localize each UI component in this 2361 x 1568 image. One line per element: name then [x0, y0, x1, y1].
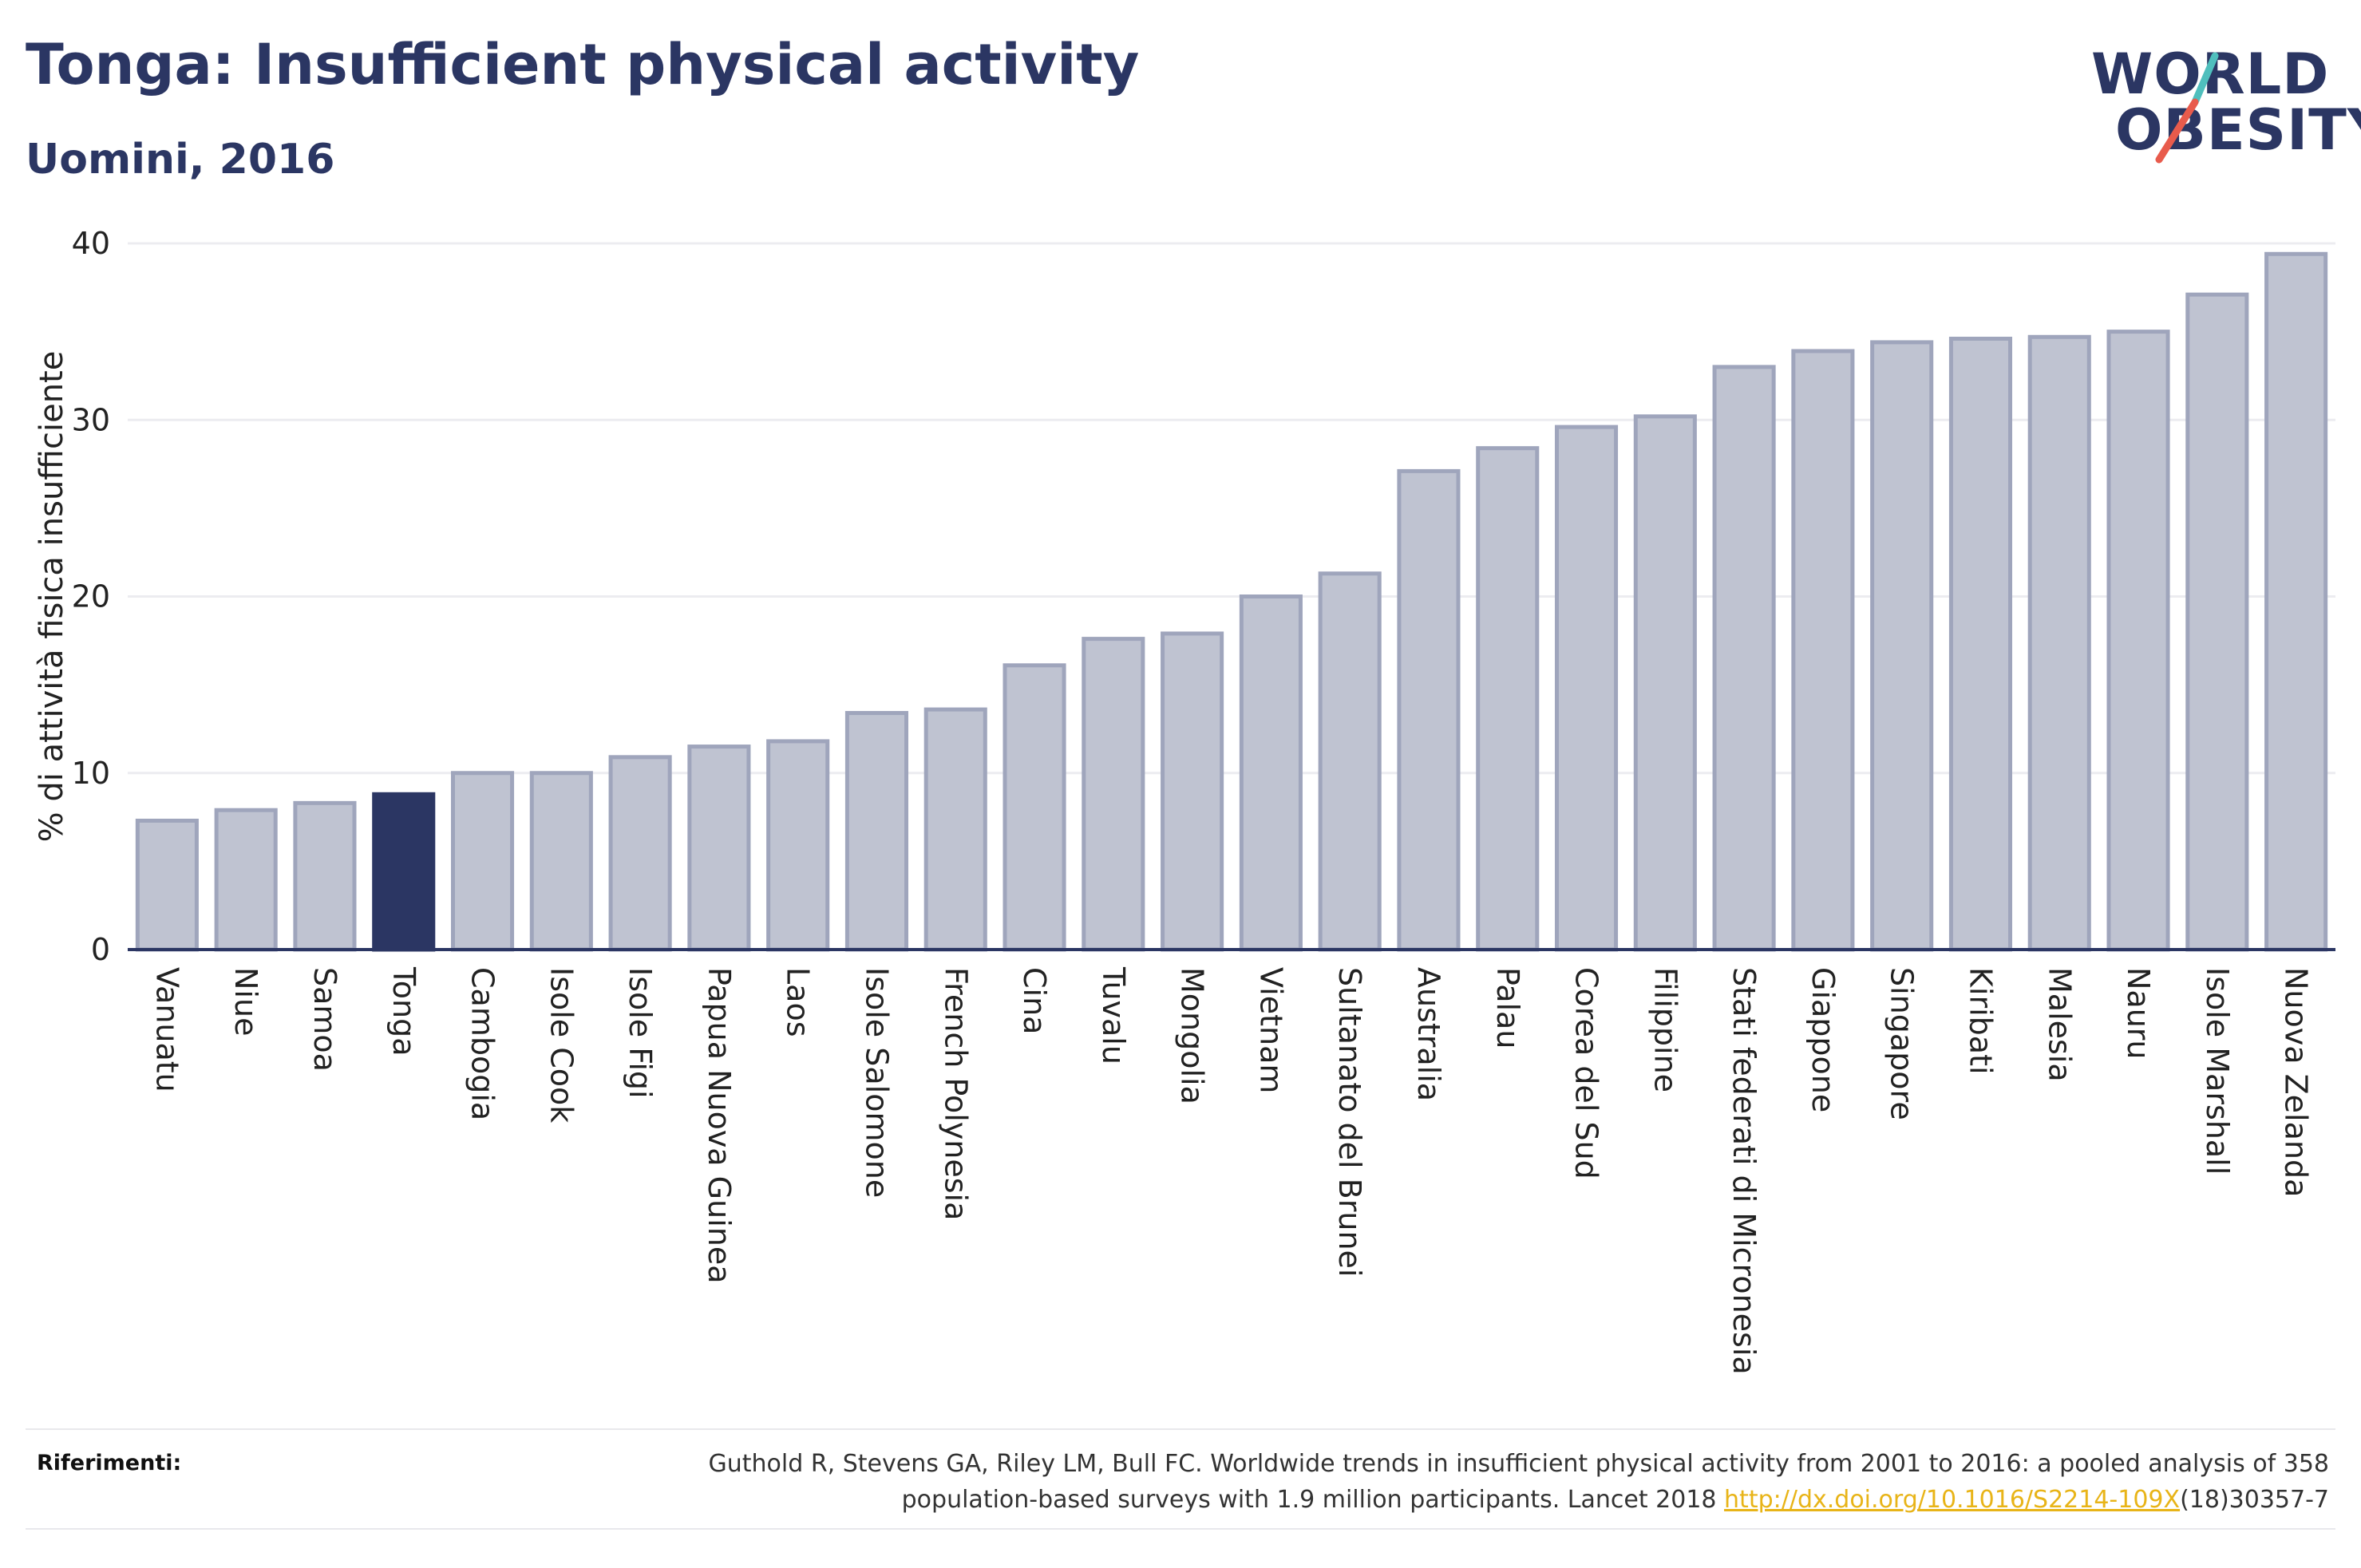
x-tick-label: Isole Cook — [544, 967, 579, 1123]
y-tick-label: 10 — [72, 756, 110, 791]
x-tick-label: Nauru — [2121, 967, 2156, 1060]
x-tick-label: Papua Nuova Guinea — [702, 967, 737, 1284]
bar — [923, 707, 987, 952]
x-tick-label: Cina — [1017, 967, 1052, 1034]
bar — [1870, 340, 1934, 952]
bar — [1948, 336, 2013, 952]
reference-line-1: Guthold R, Stevens GA, Riley LM, Bull FC… — [708, 1450, 2329, 1478]
bar — [1082, 637, 1145, 952]
bar — [293, 800, 357, 952]
logo-line-2: OBESITY — [2115, 97, 2361, 163]
bar — [529, 771, 593, 952]
x-tick-label: Isole Salomone — [859, 967, 894, 1198]
x-tick-label: Filippine — [1647, 967, 1683, 1092]
x-tick-label: Palau — [1490, 967, 1525, 1049]
references-divider-top — [26, 1428, 2335, 1430]
bar-chart-svg: 0 10 20 30 40 % di attività fisica insufficie… — [34, 226, 2335, 1375]
bar — [2027, 334, 2091, 952]
bar — [2185, 292, 2249, 952]
bar — [766, 739, 830, 952]
x-tick-label: Corea del Sud — [1569, 967, 1604, 1179]
x-tick-label: Vanuatu — [149, 967, 184, 1092]
x-tick-label: Kiribati — [1963, 967, 1998, 1075]
y-tick-label: 0 — [91, 932, 110, 967]
y-tick-label: 30 — [72, 402, 110, 437]
x-tick-label: Stati federati di Micronesia — [1726, 967, 1762, 1375]
bar-highlight — [372, 792, 436, 952]
x-tick-label: Tonga — [386, 966, 421, 1057]
x-tick-label: Sultanato del Brunei — [1332, 967, 1367, 1277]
bar — [1712, 365, 1776, 952]
x-tick-label: Laos — [781, 967, 816, 1037]
bar-chart: 0 10 20 30 40 % di attività fisica insufficie… — [34, 226, 2335, 1375]
y-tick-label: 40 — [72, 226, 110, 261]
x-tick-label: Tuvalu — [1096, 966, 1131, 1064]
references-text: Guthold R, Stevens GA, Riley LM, Bull FC… — [493, 1446, 2329, 1518]
world-obesity-logo: WORLD OBESITY — [2075, 32, 2361, 168]
bar — [450, 771, 515, 952]
x-tick-label: Niue — [228, 967, 263, 1036]
x-tick-label: Isole Marshall — [2200, 967, 2235, 1175]
x-tick-label: Samoa — [307, 967, 342, 1072]
reference-doi-link[interactable]: http://dx.doi.org/10.1016/S2214-109X — [1724, 1486, 2181, 1514]
y-axis-label: % di attività fisica insufficiente — [34, 351, 70, 843]
bar — [214, 808, 278, 952]
bar — [1476, 446, 1540, 952]
bar — [687, 745, 751, 952]
bar — [1318, 571, 1382, 952]
x-tick-label: Isole Figi — [623, 967, 658, 1099]
x-tick-label: Cambogia — [465, 967, 500, 1120]
bar — [608, 755, 672, 952]
logo-slash-icon — [2155, 52, 2219, 164]
chart-title: Tonga: Insufficient physical activity — [26, 32, 1140, 97]
x-tick-label: Vietnam — [1253, 967, 1288, 1093]
bar — [2106, 330, 2170, 952]
bar — [2264, 251, 2328, 952]
x-tick-label: Nuova Zelanda — [2279, 967, 2314, 1197]
bar — [1161, 631, 1224, 952]
y-tick-label: 20 — [72, 579, 110, 614]
bar — [135, 818, 199, 952]
bar — [1397, 468, 1461, 952]
x-tick-label: Mongolia — [1175, 967, 1210, 1104]
x-tick-label: Singapore — [1884, 967, 1920, 1120]
reference-line-2-prefix: population-based surveys with 1.9 millio… — [901, 1486, 1725, 1514]
bar — [1239, 594, 1303, 952]
x-tick-label: Malesia — [2042, 967, 2077, 1082]
x-tick-label: French Polynesia — [938, 967, 973, 1220]
bar — [1791, 349, 1855, 952]
reference-line-2-suffix: (18)30357-7 — [2180, 1486, 2329, 1514]
x-tick-label: Giappone — [1805, 967, 1841, 1112]
x-tick-label: Australia — [1411, 967, 1446, 1101]
bar — [1003, 663, 1066, 952]
references-divider-bottom — [26, 1528, 2335, 1530]
chart-subtitle: Uomini, 2016 — [26, 136, 335, 184]
bar — [1554, 425, 1619, 952]
bar — [1633, 414, 1697, 952]
references-label: Riferimenti: — [37, 1451, 182, 1475]
bar — [844, 711, 909, 952]
